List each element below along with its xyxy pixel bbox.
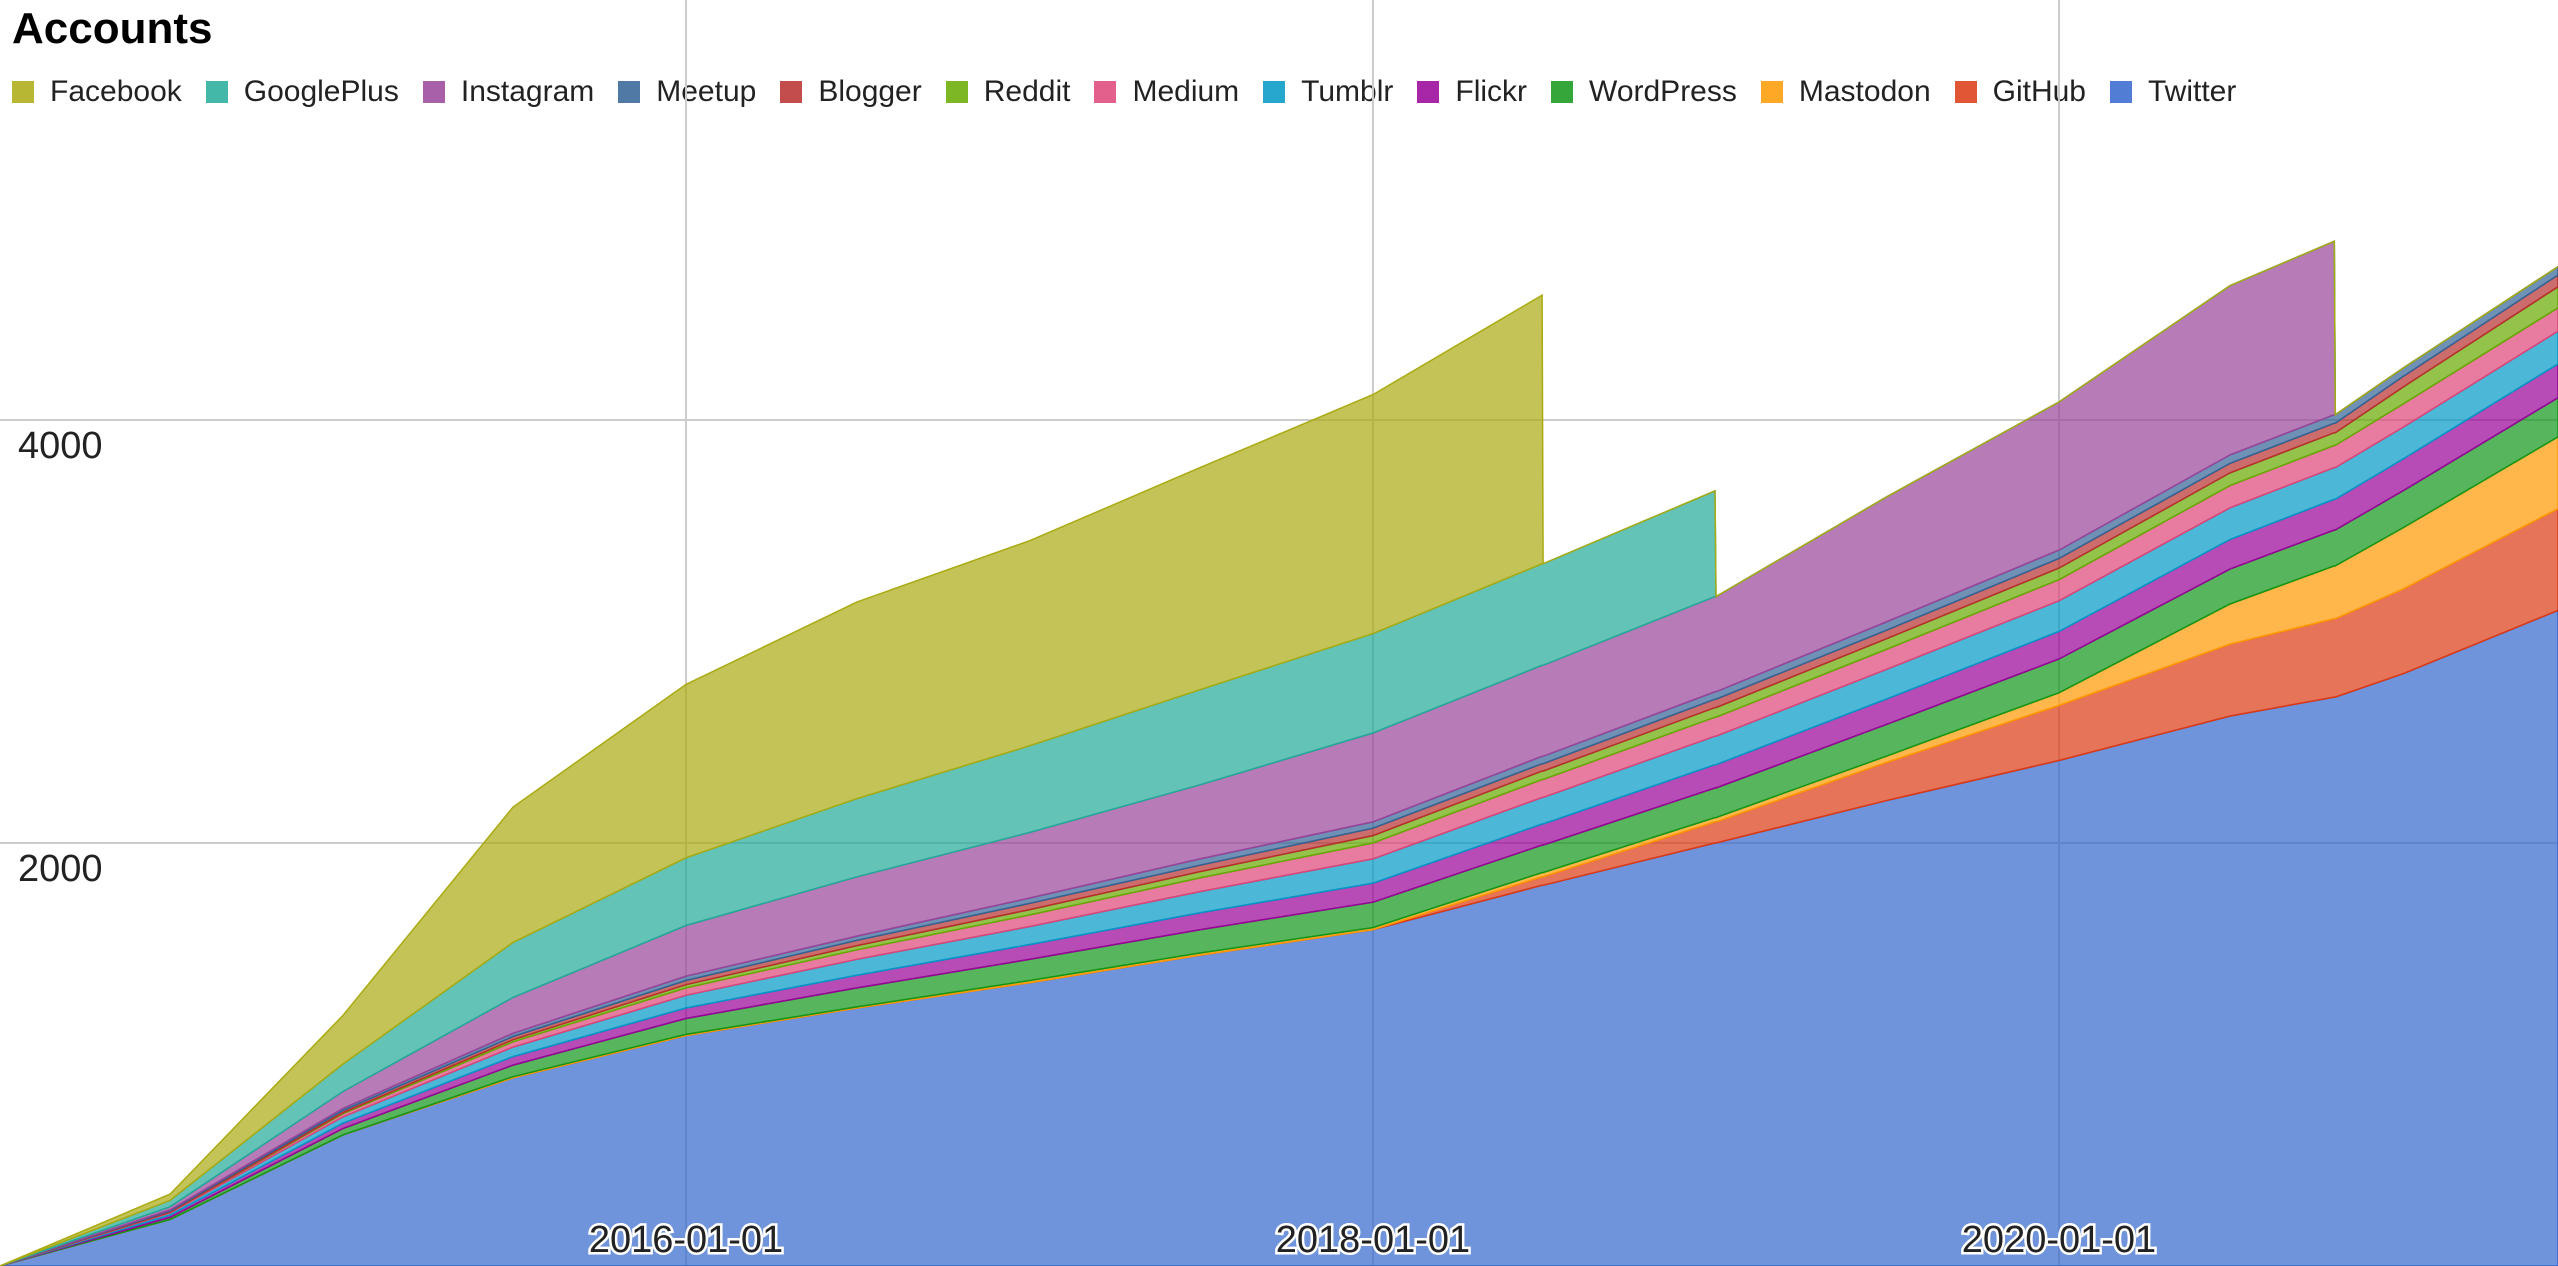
legend-item-github[interactable]: GitHub bbox=[1954, 75, 2086, 109]
legend-item-flickr[interactable]: Flickr bbox=[1417, 75, 1527, 109]
legend-swatch bbox=[618, 81, 641, 103]
x-tick-label: 2016-01-01 bbox=[589, 1219, 783, 1261]
legend-swatch bbox=[2110, 81, 2132, 103]
legend-swatch bbox=[1417, 81, 1440, 103]
legend-item-instagram[interactable]: Instagram bbox=[422, 75, 595, 109]
legend-swatch bbox=[1094, 81, 1117, 103]
legend-label: Medium bbox=[1132, 75, 1240, 108]
legend-swatch bbox=[1263, 81, 1286, 103]
legend-label: Flickr bbox=[1455, 75, 1528, 108]
legend: Facebook GooglePlus Instagram Meetup Blogger… bbox=[12, 70, 2260, 114]
legend-item-reddit[interactable]: Reddit bbox=[945, 75, 1071, 109]
legend-item-twitter[interactable]: Twitter bbox=[2110, 75, 2236, 109]
legend-label: GooglePlus bbox=[243, 75, 399, 108]
legend-item-mastodon[interactable]: Mastodon bbox=[1760, 75, 1931, 109]
x-tick-label: 2018-01-01 bbox=[1276, 1219, 1470, 1261]
legend-label: Instagram bbox=[460, 75, 595, 108]
legend-swatch bbox=[1954, 81, 1977, 103]
y-tick-label: 4000 bbox=[18, 425, 103, 467]
legend-swatch bbox=[12, 81, 34, 103]
legend-label: Meetup bbox=[656, 75, 757, 108]
legend-swatch bbox=[780, 81, 803, 103]
legend-label: Blogger bbox=[818, 75, 922, 108]
legend-item-wordpress[interactable]: WordPress bbox=[1551, 75, 1737, 109]
legend-swatch bbox=[1760, 81, 1783, 103]
area-series-group bbox=[0, 240, 2558, 1266]
legend-swatch bbox=[205, 81, 228, 103]
legend-item-medium[interactable]: Medium bbox=[1094, 75, 1239, 109]
chart-title: Accounts bbox=[12, 4, 213, 53]
legend-item-meetup[interactable]: Meetup bbox=[618, 75, 756, 109]
legend-label: Mastodon bbox=[1798, 75, 1931, 108]
legend-swatch bbox=[422, 81, 445, 103]
legend-item-tumblr[interactable]: Tumblr bbox=[1263, 75, 1393, 109]
legend-label: WordPress bbox=[1589, 75, 1737, 108]
legend-label: Reddit bbox=[983, 75, 1071, 108]
legend-label: Tumblr bbox=[1301, 75, 1394, 108]
legend-swatch bbox=[1551, 81, 1574, 103]
legend-item-facebook[interactable]: Facebook bbox=[12, 75, 182, 109]
area-series-facebook[interactable] bbox=[0, 240, 2558, 1266]
legend-item-blogger[interactable]: Blogger bbox=[780, 75, 922, 109]
legend-label: GitHub bbox=[1992, 75, 2086, 108]
legend-swatch bbox=[945, 81, 968, 103]
legend-label: Twitter bbox=[2148, 75, 2237, 108]
legend-label: Facebook bbox=[50, 75, 182, 108]
legend-item-googleplus[interactable]: GooglePlus bbox=[205, 75, 399, 109]
y-tick-label: 2000 bbox=[18, 848, 103, 890]
x-tick-label: 2020-01-01 bbox=[1962, 1219, 2156, 1261]
